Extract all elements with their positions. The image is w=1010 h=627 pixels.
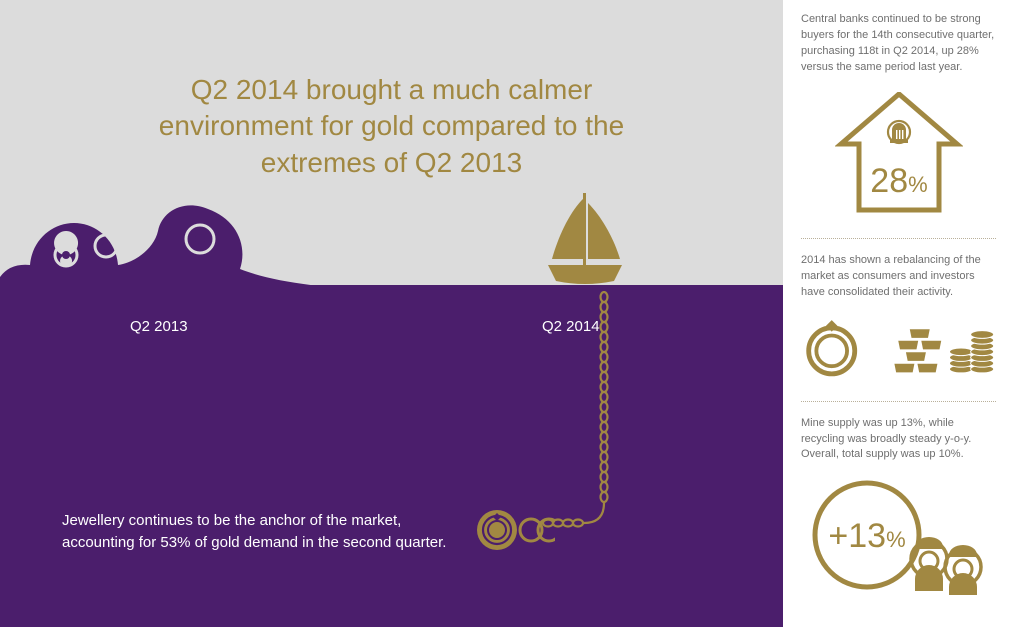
side-text-3: Mine supply was up 13%, while recycling … [801, 416, 996, 464]
separator-1 [801, 238, 996, 239]
side-panel: Central banks continued to be strong buy… [783, 0, 1010, 627]
headline: Q2 2014 brought a much calmer environmen… [0, 72, 783, 181]
rings-bars-graphic [801, 315, 996, 379]
svg-text:28%: 28% [870, 162, 927, 200]
mine-graphic: +13% [801, 477, 996, 595]
jewellery-caption: Jewellery continues to be the anchor of … [62, 510, 452, 554]
main-panel: Q2 2014 brought a much calmer environmen… [0, 0, 783, 627]
pendant-icon [475, 507, 555, 553]
side-text-2: 2014 has shown a rebalancing of the mark… [801, 253, 996, 301]
svg-text:+13%: +13% [828, 517, 905, 555]
miner-icon [945, 545, 981, 595]
house-arrow-graphic: 28% [801, 92, 996, 214]
label-q2-2013: Q2 2013 [130, 318, 188, 335]
side-text-1: Central banks continued to be strong buy… [801, 12, 996, 76]
label-q2-2014: Q2 2014 [542, 318, 600, 335]
separator-2 [801, 401, 996, 402]
sailboat-icon [540, 193, 630, 285]
rings-icon [801, 315, 862, 379]
bars-coins-icon [890, 318, 996, 376]
wave-graphic [0, 205, 783, 295]
miner-icon [911, 537, 947, 591]
sea-block [0, 285, 783, 627]
